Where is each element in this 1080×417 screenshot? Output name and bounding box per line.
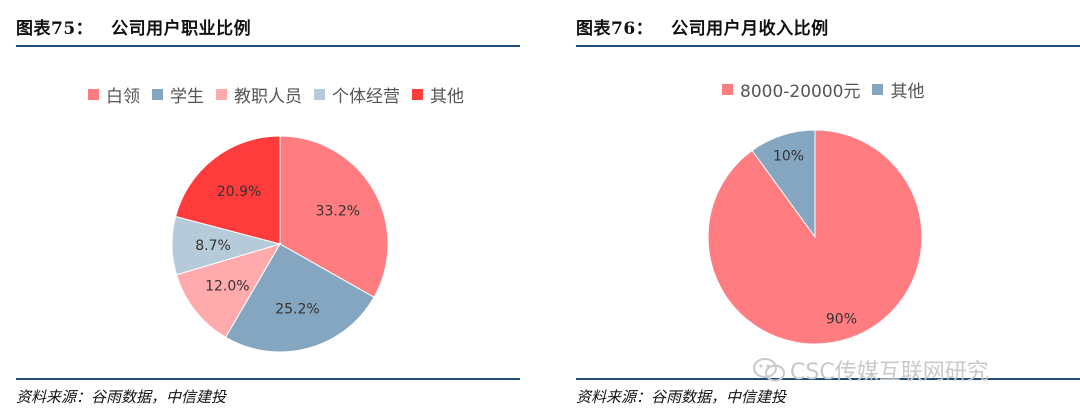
legend-item: 其他 <box>872 77 924 102</box>
legend-label: 8000-20000元 <box>740 82 861 102</box>
legend-item: 白领 <box>88 82 140 107</box>
legend-label: 其他 <box>890 82 925 102</box>
legend-swatch <box>722 84 733 95</box>
pie-slice <box>707 129 923 345</box>
chart-legend: 8000-20000元 其他 <box>722 77 936 102</box>
bottom-rule <box>576 378 1080 380</box>
chart-legend: 白领 学生 教职人员 个体经营 其他 <box>88 82 476 107</box>
figure-number: 图表76： <box>576 19 654 39</box>
top-rule <box>16 45 520 47</box>
pie-slice <box>174 135 281 245</box>
pie-slice <box>224 243 375 353</box>
legend-label: 教职人员 <box>234 87 302 107</box>
slice-value-label: 33.2% <box>316 203 360 219</box>
figure-title: 图表75： 公司用户职业比例 <box>16 14 251 39</box>
legend-label: 个体经营 <box>332 87 400 107</box>
pie-slice <box>751 129 816 239</box>
figure-number: 图表75： <box>16 19 94 39</box>
legend-item: 学生 <box>152 82 204 107</box>
legend-swatch <box>412 89 423 100</box>
slice-value-label: 8.7% <box>195 238 231 254</box>
slice-value-label: 25.2% <box>275 302 319 318</box>
slice-value-label: 10% <box>773 149 804 165</box>
top-rule <box>576 45 1080 47</box>
source-note: 资料来源：谷雨数据，中信建投 <box>576 388 787 406</box>
source-note: 资料来源：谷雨数据，中信建投 <box>16 388 227 406</box>
legend-swatch <box>216 89 227 100</box>
legend-label: 其他 <box>430 87 464 107</box>
legend-label: 白领 <box>106 87 140 107</box>
watermark-text: CSC传媒互联网研究 <box>790 360 989 385</box>
legend-swatch <box>88 89 99 100</box>
income-pie-chart: 90% 10% <box>707 129 923 345</box>
slice-value-label: 90% <box>826 311 857 327</box>
figure-caption: 公司用户月收入比例 <box>671 19 829 39</box>
slice-value-label: 20.9% <box>217 184 261 200</box>
legend-item: 教职人员 <box>216 82 302 107</box>
figure-title: 图表76： 公司用户月收入比例 <box>576 14 829 39</box>
watermark: CSC传媒互联网研究 <box>752 354 989 386</box>
figure-76: 图表76： 公司用户月收入比例 8000-20000元 其他 90% 10% 资料来源… <box>560 0 1080 417</box>
legend-swatch <box>152 89 163 100</box>
legend-swatch <box>314 89 325 100</box>
pie-slice <box>279 135 389 298</box>
legend-item: 8000-20000元 <box>722 77 860 102</box>
legend-swatch <box>872 84 884 95</box>
figure-caption: 公司用户职业比例 <box>111 19 252 39</box>
legend-item: 其他 <box>412 82 464 107</box>
occupation-pie-chart: 33.2% 25.2% 12.0% 8.7% 20.9% <box>171 135 389 353</box>
slice-value-label: 12.0% <box>205 278 249 294</box>
bottom-rule <box>16 378 520 380</box>
figure-75: 图表75： 公司用户职业比例 白领 学生 教职人员 个体经营 其他 33.2% 25.2% 1… <box>0 0 520 417</box>
legend-label: 学生 <box>170 87 204 107</box>
legend-item: 个体经营 <box>314 82 400 107</box>
wechat-icon <box>753 358 785 382</box>
